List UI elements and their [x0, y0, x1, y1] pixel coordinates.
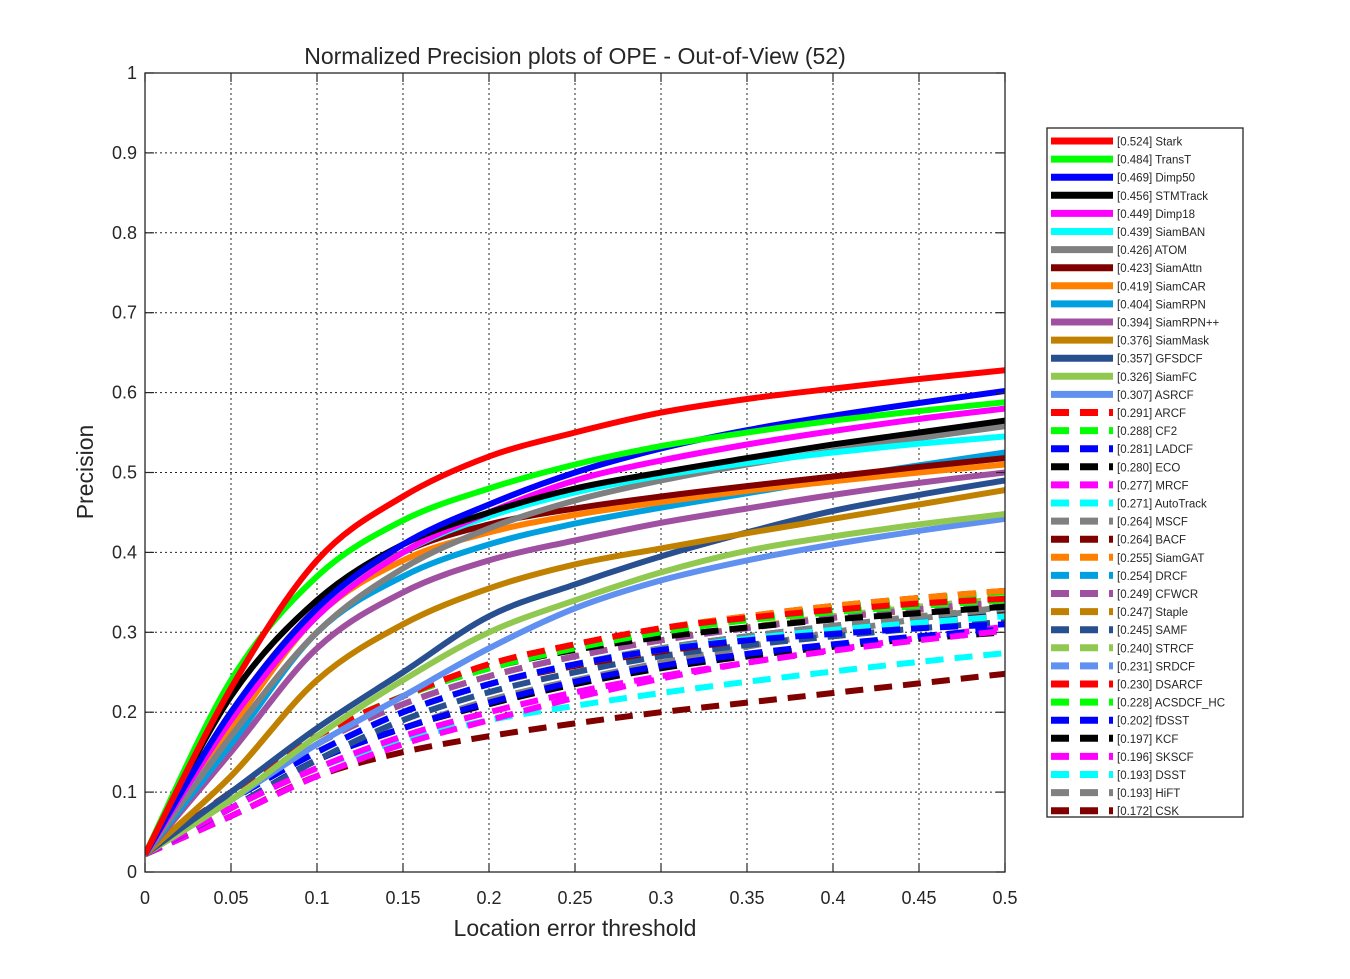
legend-label: [0.456] STMTrack [1117, 191, 1208, 203]
series-line-fdsst [145, 626, 1005, 858]
x-tick-label: 0.45 [901, 888, 936, 908]
chart-title: Normalized Precision plots of OPE - Out-… [304, 43, 846, 69]
legend: [0.524] Stark [0.484] TransT [0.469] Dimp5… [1046, 127, 1244, 818]
legend-label: [0.172] CSK [1117, 806, 1179, 818]
legend-label: [0.281] LADCF [1117, 444, 1193, 456]
y-tick-label: 0.9 [112, 143, 137, 163]
legend-label: [0.264] BACF [1117, 535, 1186, 547]
legend-label: [0.196] SKSCF [1117, 752, 1194, 764]
legend-label: [0.524] Stark [1117, 137, 1182, 149]
legend-label: [0.277] MRCF [1117, 480, 1189, 492]
legend-label: [0.484] TransT [1117, 155, 1191, 167]
legend-label: [0.394] SiamRPN++ [1117, 318, 1220, 330]
legend-label: [0.423] SiamAttn [1117, 263, 1202, 275]
series-line-siamfc [145, 511, 1005, 857]
legend-label: [0.202] fDSST [1117, 716, 1189, 728]
legend-label: [0.255] SiamGAT [1117, 553, 1204, 565]
x-tick-label: 0.15 [385, 888, 420, 908]
y-axis-label: Precision [72, 425, 98, 520]
legend-label: [0.245] SAMF [1117, 625, 1187, 637]
y-tick-label: 0 [127, 862, 137, 882]
x-tick-label: 0.4 [820, 888, 845, 908]
legend-label: [0.291] ARCF [1117, 408, 1186, 420]
legend-label: [0.228] ACSDCF_HC [1117, 698, 1225, 710]
y-tick-label: 0.4 [112, 542, 137, 562]
legend-label: [0.357] GFSDCF [1117, 354, 1203, 366]
series-line-stark [145, 367, 1005, 856]
legend-label: [0.439] SiamBAN [1117, 227, 1205, 239]
series-line-asrcf [145, 515, 1005, 857]
legend-label: [0.197] KCF [1117, 734, 1178, 746]
legend-label: [0.240] STRCF [1117, 643, 1194, 655]
series-line-dimp50 [145, 388, 1005, 856]
series-line-siammask [145, 487, 1005, 857]
y-tick-label: 0.2 [112, 702, 137, 722]
x-tick-label: 0 [140, 888, 150, 908]
legend-label: [0.280] ECO [1117, 462, 1180, 474]
series-line-dimp18 [145, 405, 1005, 857]
x-tick-label: 0.3 [648, 888, 673, 908]
series-line-siamgat [145, 587, 1005, 857]
legend-label: [0.449] Dimp18 [1117, 209, 1195, 221]
x-tick-label: 0.05 [213, 888, 248, 908]
x-tick-label: 0.2 [476, 888, 501, 908]
series-line-eco [145, 603, 1005, 857]
legend-label: [0.193] HiFT [1117, 788, 1180, 800]
legend-label: [0.230] DSARCF [1117, 680, 1203, 692]
series-line-skscf [145, 623, 1005, 858]
x-axis-label: Location error threshold [454, 915, 697, 941]
legend-label: [0.326] SiamFC [1117, 372, 1197, 384]
legend-label: [0.426] ATOM [1117, 245, 1187, 257]
legend-label: [0.307] ASRCF [1117, 390, 1194, 402]
y-ticks: 0 0.1 0.2 0.3 0.4 0.5 0.6 0.7 0.8 0.9 1 [112, 63, 1005, 882]
legend-label: [0.376] SiamMask [1117, 336, 1209, 348]
legend-label: [0.193] DSST [1117, 770, 1186, 782]
y-tick-label: 0.6 [112, 383, 137, 403]
y-tick-label: 1 [127, 63, 137, 83]
x-tick-label: 0.5 [992, 888, 1017, 908]
legend-label: [0.469] Dimp50 [1117, 173, 1195, 185]
legend-label: [0.264] MSCF [1117, 517, 1188, 529]
series-line-stmtrack [145, 417, 1005, 856]
series-line-siamcar [145, 461, 1005, 857]
legend-label: [0.419] SiamCAR [1117, 281, 1206, 293]
legend-label: [0.271] AutoTrack [1117, 499, 1207, 511]
legend-box [1046, 127, 1244, 818]
legend-label: [0.247] Staple [1117, 607, 1188, 619]
legend-label: [0.404] SiamRPN [1117, 299, 1206, 311]
series-line-siamrpn- [145, 469, 1005, 857]
legend-label: [0.231] SRDCF [1117, 661, 1195, 673]
legend-label: [0.288] CF2 [1117, 426, 1177, 438]
y-tick-label: 0.5 [112, 463, 137, 483]
x-tick-label: 0.1 [304, 888, 329, 908]
series-line-gfsdcf [145, 477, 1005, 857]
series-lines [145, 367, 1005, 858]
y-tick-label: 0.3 [112, 622, 137, 642]
series-line-arcf [145, 595, 1005, 857]
x-tick-label: 0.35 [729, 888, 764, 908]
legend-label: [0.254] DRCF [1117, 571, 1187, 583]
y-tick-label: 0.1 [112, 782, 137, 802]
x-tick-label: 0.25 [557, 888, 592, 908]
legend-label: [0.249] CFWCR [1117, 589, 1198, 601]
y-tick-label: 0.7 [112, 303, 137, 323]
y-tick-label: 0.8 [112, 223, 137, 243]
series-line-ladcf [145, 621, 1005, 857]
x-ticks: 0 0.05 0.1 0.15 0.2 0.25 0.3 0.35 0.4 0.45 0.5 [140, 73, 1018, 908]
